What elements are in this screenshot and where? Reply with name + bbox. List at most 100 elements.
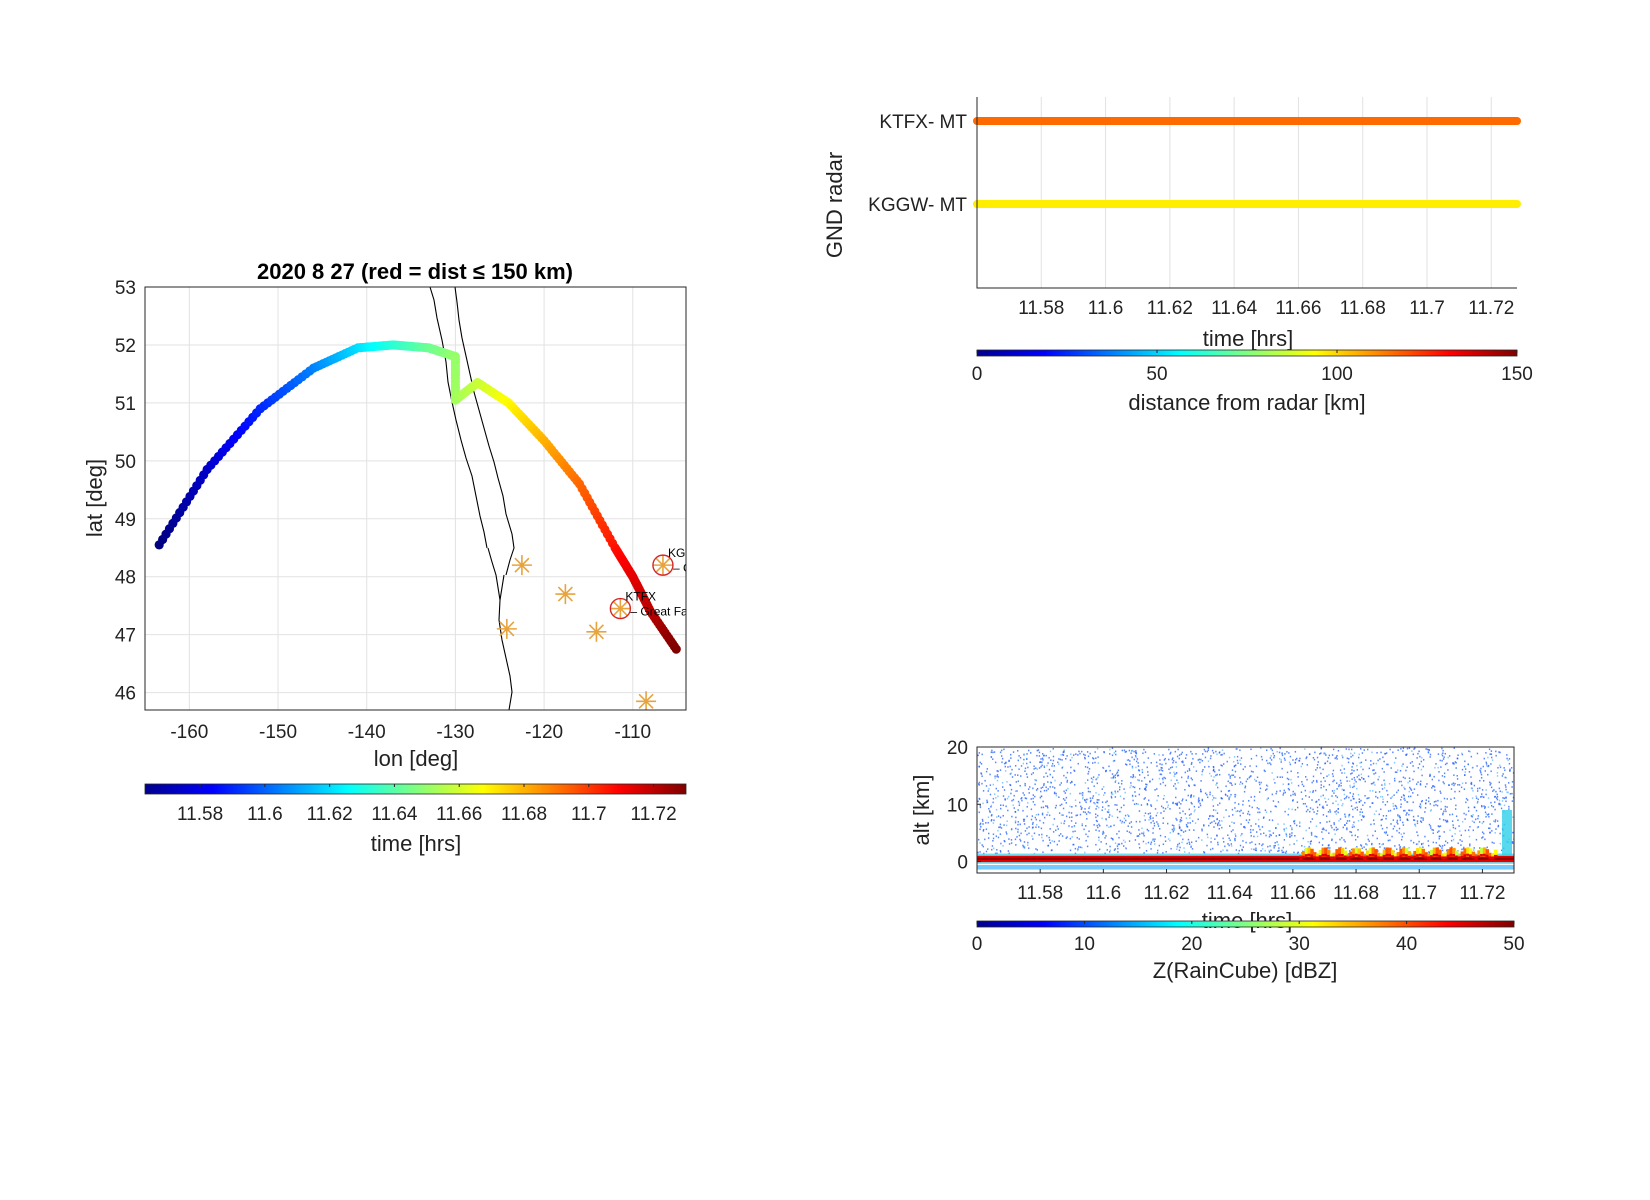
- noise-speck: [1294, 834, 1296, 837]
- noise-speck: [1169, 839, 1171, 842]
- noise-speck: [1096, 777, 1098, 780]
- noise-speck: [1438, 844, 1441, 847]
- noise-speck: [1066, 779, 1069, 782]
- noise-speck: [1493, 789, 1495, 791]
- noise-speck: [978, 752, 981, 754]
- noise-speck: [1156, 821, 1158, 823]
- noise-speck: [1065, 837, 1067, 840]
- noise-speck: [1289, 763, 1292, 766]
- noise-speck: [1412, 778, 1414, 781]
- noise-speck: [1126, 813, 1129, 816]
- noise-speck: [1341, 788, 1343, 791]
- precip-core: [1466, 853, 1470, 856]
- noise-speck: [1172, 757, 1174, 759]
- noise-speck: [1194, 809, 1196, 811]
- noise-speck: [1144, 751, 1147, 753]
- noise-speck: [1482, 765, 1484, 768]
- noise-speck: [1325, 789, 1327, 791]
- noise-speck: [1401, 784, 1403, 787]
- noise-speck: [1143, 852, 1145, 854]
- radar-site-name: – Glasgow, MT: [673, 561, 754, 575]
- noise-speck: [1273, 778, 1275, 781]
- noise-speck: [1334, 757, 1336, 760]
- noise-speck: [1324, 780, 1326, 782]
- noise-speck: [1412, 815, 1415, 818]
- noise-speck: [1198, 758, 1201, 761]
- noise-speck: [1276, 750, 1278, 753]
- noise-speck: [1019, 784, 1021, 787]
- noise-speck: [1442, 781, 1444, 783]
- noise-speck: [1228, 773, 1230, 776]
- precip-core: [1301, 855, 1306, 858]
- noise-speck: [1470, 755, 1473, 758]
- noise-speck: [1376, 751, 1378, 754]
- noise-speck: [1401, 765, 1403, 767]
- noise-speck: [1006, 797, 1009, 800]
- noise-speck: [1239, 814, 1242, 817]
- noise-speck: [1482, 796, 1485, 798]
- noise-speck: [1174, 750, 1177, 753]
- noise-speck: [1137, 765, 1140, 767]
- noise-speck: [1284, 753, 1286, 755]
- noise-speck: [1402, 821, 1404, 824]
- noise-speck: [1156, 852, 1159, 854]
- noise-speck: [1084, 808, 1086, 810]
- noise-speck: [1454, 833, 1456, 835]
- noise-speck: [1055, 804, 1057, 807]
- noise-speck: [1214, 770, 1216, 773]
- noise-speck: [1480, 777, 1483, 779]
- precip-column: [1460, 851, 1464, 857]
- noise-speck: [1393, 777, 1396, 780]
- noise-speck: [1456, 774, 1458, 777]
- noise-speck: [1040, 765, 1042, 768]
- radar-site-name-dash: –: [630, 605, 640, 619]
- noise-speck: [1187, 777, 1189, 779]
- noise-speck: [1324, 797, 1326, 800]
- noise-speck: [1403, 832, 1405, 835]
- noise-speck: [1393, 808, 1395, 810]
- noise-speck: [1278, 834, 1280, 836]
- noise-speck: [1447, 769, 1449, 771]
- noise-speck: [1345, 822, 1348, 824]
- noise-speck: [1126, 759, 1129, 761]
- noise-speck: [1206, 833, 1209, 836]
- noise-speck: [1470, 783, 1473, 785]
- noise-speck: [1429, 756, 1431, 758]
- noise-speck: [1096, 801, 1098, 804]
- noise-speck: [1212, 779, 1214, 782]
- radar-site-marker: [586, 621, 607, 642]
- noise-speck: [1230, 782, 1233, 785]
- noise-speck: [1034, 779, 1036, 781]
- noise-speck: [1230, 793, 1232, 796]
- noise-speck: [1006, 833, 1008, 835]
- noise-speck: [1077, 762, 1079, 765]
- precip-column: [1307, 847, 1311, 857]
- noise-speck: [1138, 787, 1141, 790]
- noise-speck: [1301, 852, 1303, 854]
- noise-speck: [1186, 770, 1189, 772]
- noise-speck: [1450, 798, 1452, 801]
- noise-speck: [1400, 833, 1402, 835]
- noise-speck: [1349, 784, 1351, 787]
- noise-speck: [1255, 847, 1257, 850]
- noise-speck: [1091, 781, 1093, 783]
- noise-speck: [1143, 748, 1145, 751]
- noise-speck: [1093, 785, 1095, 787]
- noise-speck: [1307, 808, 1309, 811]
- noise-speck: [1073, 783, 1076, 786]
- precip-core: [1343, 855, 1348, 858]
- noise-speck: [1052, 747, 1054, 750]
- noise-speck: [1041, 761, 1043, 764]
- noise-speck: [1463, 846, 1465, 849]
- noise-speck: [1178, 824, 1180, 826]
- noise-speck: [1433, 775, 1435, 778]
- noise-speck: [1418, 763, 1421, 765]
- noise-speck: [1417, 834, 1419, 837]
- noise-speck: [1403, 846, 1405, 848]
- noise-speck: [1477, 801, 1479, 803]
- noise-speck: [1442, 819, 1445, 821]
- noise-speck: [1469, 844, 1471, 847]
- noise-speck: [1096, 747, 1099, 750]
- noise-speck: [1370, 823, 1372, 826]
- noise-speck: [1408, 809, 1410, 812]
